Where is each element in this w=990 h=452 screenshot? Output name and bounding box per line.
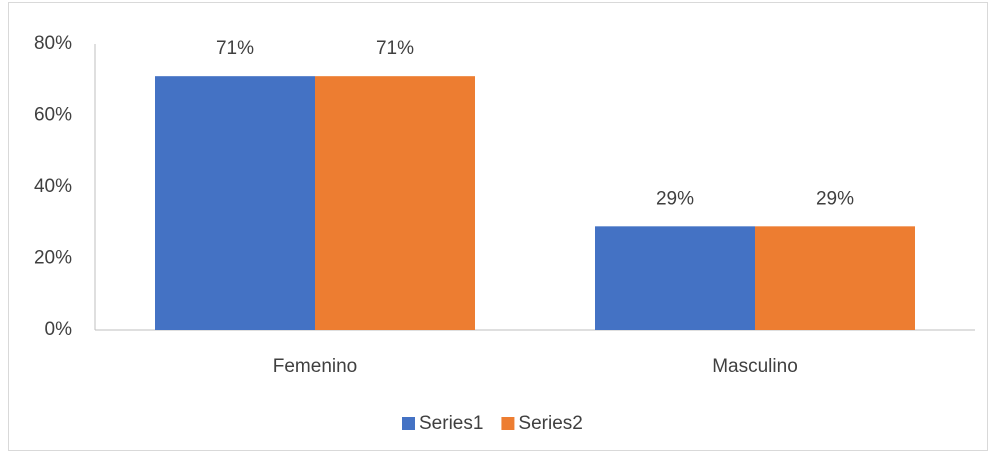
data-label: 29%	[656, 188, 694, 209]
bar	[155, 76, 315, 330]
x-tick-label: Femenino	[273, 356, 358, 377]
bar	[315, 76, 475, 330]
x-tick-label: Masculino	[712, 356, 798, 377]
legend-swatch	[402, 417, 415, 430]
data-label: 71%	[216, 38, 254, 59]
data-label: 71%	[376, 38, 414, 59]
y-tick-label: 80%	[34, 33, 72, 54]
data-label: 29%	[816, 188, 854, 209]
y-tick-label: 40%	[34, 176, 72, 197]
y-tick-label: 0%	[45, 319, 73, 340]
legend-swatch	[501, 417, 515, 430]
bar	[595, 226, 755, 330]
legend-label: Series1	[419, 413, 483, 434]
y-tick-label: 20%	[34, 248, 72, 269]
legend-label: Series2	[518, 413, 582, 434]
y-tick-label: 60%	[34, 105, 72, 126]
bar	[755, 226, 915, 330]
